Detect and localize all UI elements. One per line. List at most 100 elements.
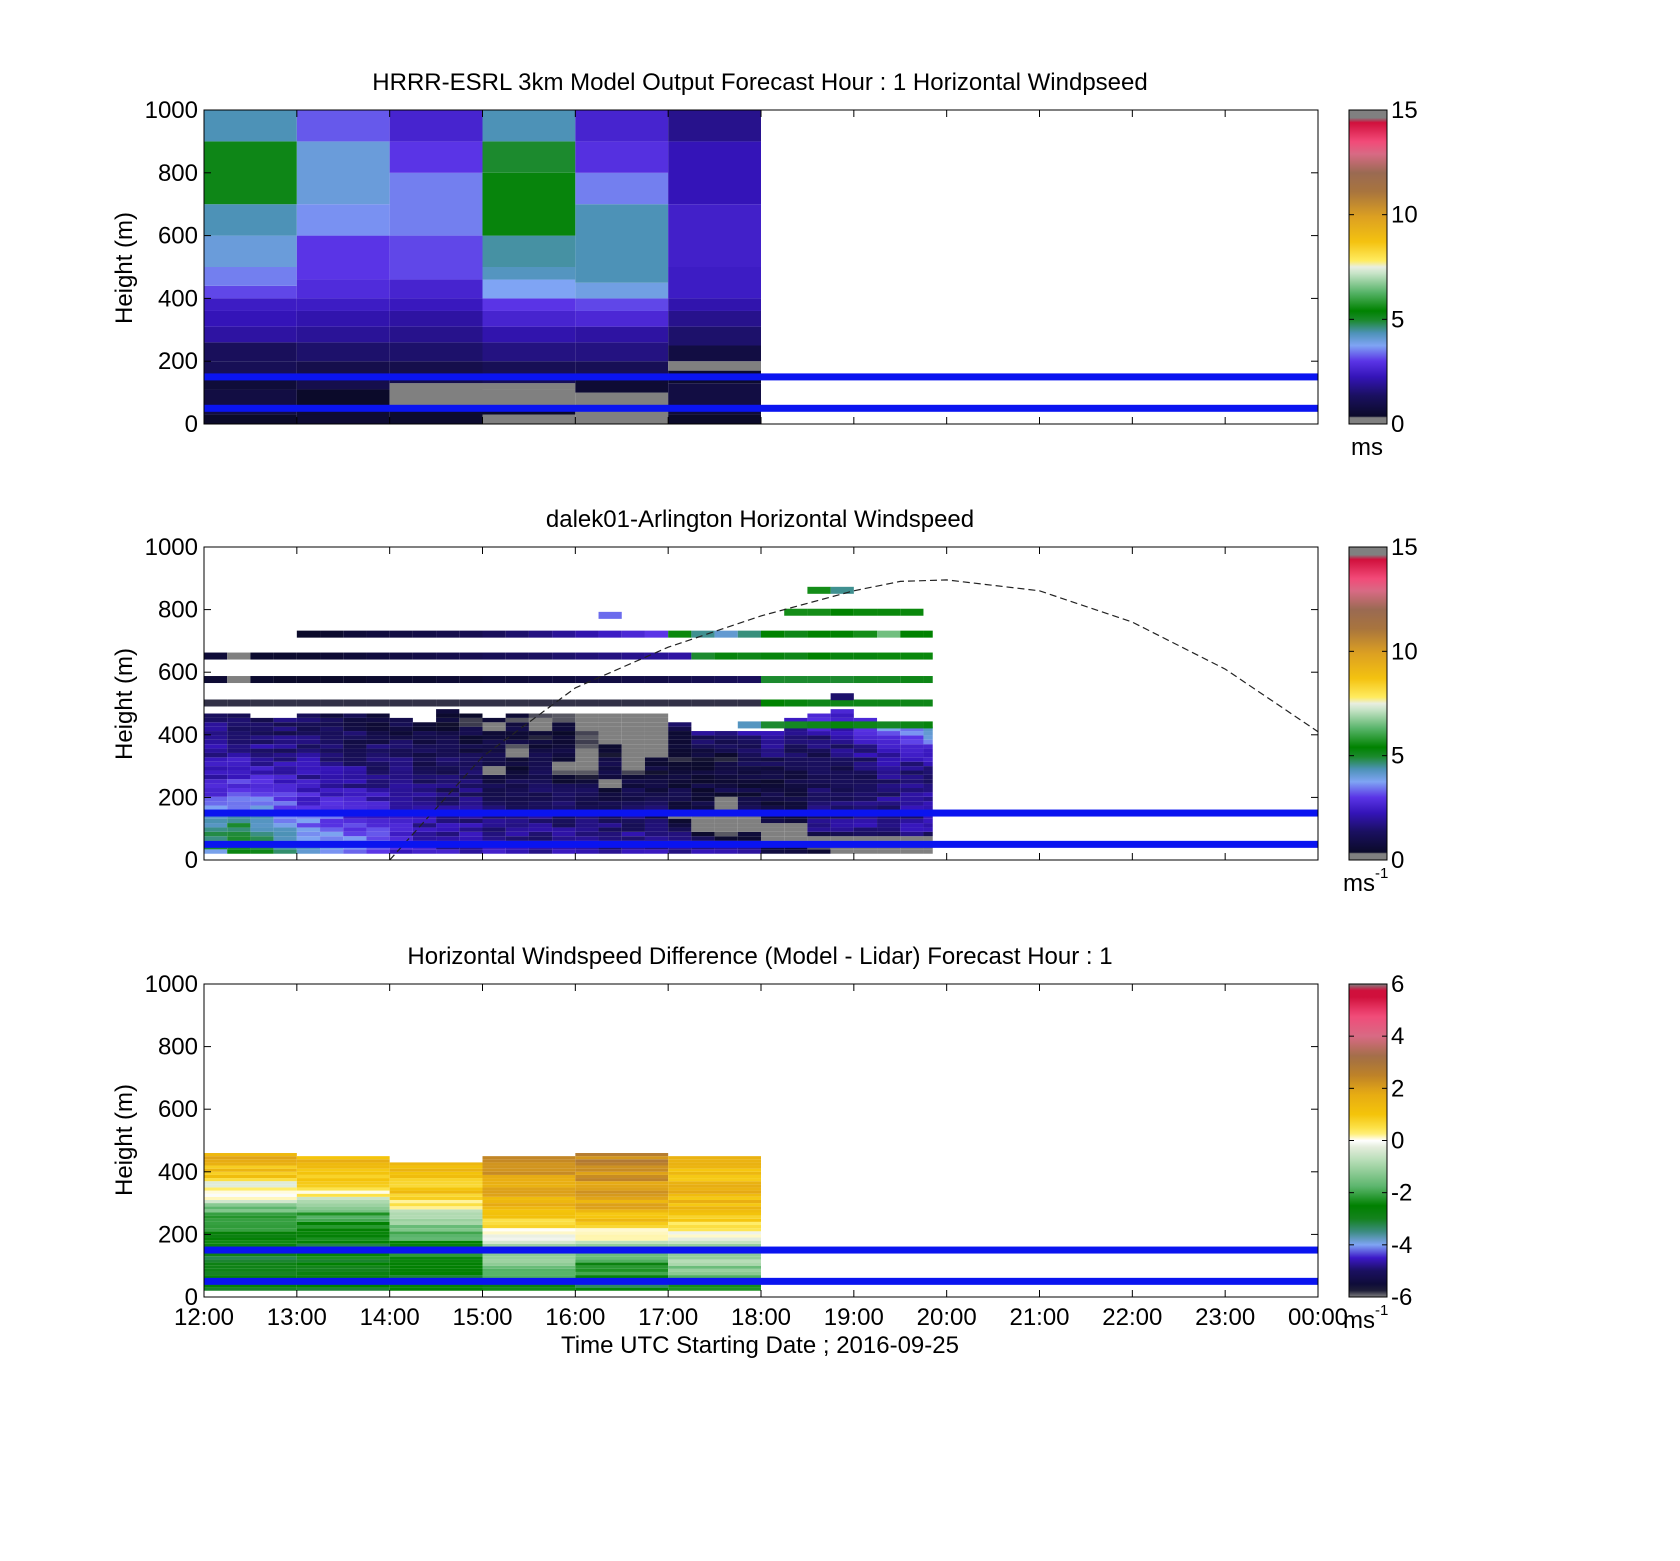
lidar-cell [923,801,933,806]
lidar-cell [552,630,576,638]
lidar-cell [621,823,645,828]
model-cell [668,204,761,267]
lidar-cell [366,731,390,736]
difference-cell [204,1181,297,1185]
lidar-cell [598,722,622,727]
colorbar-unit: ms [1343,1307,1375,1334]
lidar-cell [575,849,599,854]
lidar-cell [412,836,437,841]
lidar-cell [761,652,785,660]
model-cell [575,172,669,205]
lidar-cell [296,792,321,797]
lidar-cell [552,717,576,723]
y-tick-label: 1000 [145,97,198,124]
lidar-cell [761,761,785,767]
difference-cell [204,1187,297,1191]
lidar-cell [482,735,506,740]
lidar-cell [807,849,831,854]
lidar-cell [320,744,344,749]
model-cell [668,414,761,424]
lidar-cell [644,713,669,718]
lidar-cell [250,827,274,832]
difference-cell [389,1162,483,1166]
lidar-cell [482,726,506,732]
lidar-cell [853,792,878,797]
lidar-cell [923,827,933,832]
colorbar-tick-label: -2 [1391,1180,1412,1207]
lidar-cell [853,721,878,729]
lidar-cell [923,805,933,810]
lidar-cell [204,717,228,723]
lidar-cell [761,752,785,758]
lidar-cell [761,788,785,793]
reference-line [204,1277,1318,1285]
lidar-cell [273,823,297,828]
lidar-cell [575,805,599,810]
lidar-cell [528,722,553,727]
lidar-cell [714,699,738,707]
model-cell [204,204,297,236]
model-cell [296,110,390,142]
lidar-cell [366,744,390,749]
panel-difference-ylabel: Height (m) [111,1084,138,1196]
difference-cell [296,1165,390,1169]
lidar-cell [412,783,437,789]
lidar-cell [505,726,529,732]
lidar-cell [436,757,460,762]
lidar-cell [204,752,228,758]
lidar-cell [575,766,599,771]
lidar-cell [250,676,274,684]
lidar-cell [877,823,901,828]
difference-cell [668,1215,761,1219]
lidar-cell [204,735,228,740]
lidar-cell [830,630,854,638]
lidar-cell [784,849,808,854]
colorbar-tick-label: 5 [1391,306,1404,333]
lidar-cell [598,731,622,736]
lidar-cell [784,774,808,780]
lidar-cell [366,739,390,745]
difference-cell [296,1168,390,1172]
lidar-cell [505,831,529,837]
lidar-cell [737,752,761,758]
lidar-cell [389,748,413,753]
difference-cell [204,1271,297,1276]
difference-cell [668,1162,761,1166]
lidar-cell [900,796,924,802]
difference-cell [204,1253,297,1257]
lidar-cell [273,761,297,767]
lidar-cell [412,676,437,684]
difference-cell [668,1234,761,1238]
lidar-cell [923,836,933,841]
lidar-cell [761,823,785,828]
lidar-cell [923,761,933,767]
lidar-cell [923,735,933,740]
lidar-cell [761,676,785,684]
lidar-cell [505,699,529,707]
lidar-cell [459,836,483,841]
lidar-cell [528,770,553,775]
difference-cell [575,1156,669,1160]
lidar-cell [784,796,808,802]
lidar-cell [900,630,924,638]
panel-lidar-title: dalek01-Arlington Horizontal Windspeed [546,506,974,533]
difference-cell [389,1203,483,1207]
lidar-cell [366,770,390,775]
lidar-cell [598,796,622,802]
lidar-cell [900,792,924,797]
lidar-cell [296,805,321,810]
lidar-cell [412,722,437,727]
difference-cell [668,1268,761,1272]
lidar-cell [575,699,599,707]
lidar-cell [528,801,553,806]
lidar-cell [853,805,878,810]
panel-lidar-colorbar: 0 5 10 15 ms -1 [1343,534,1418,897]
lidar-cell [644,805,669,810]
lidar-cell [482,783,506,789]
difference-cell [296,1225,390,1229]
lidar-cell [389,630,413,638]
lidar-cell [900,783,924,789]
lidar-cell [273,831,297,837]
difference-cell [575,1259,669,1263]
lidar-cell [621,722,645,727]
